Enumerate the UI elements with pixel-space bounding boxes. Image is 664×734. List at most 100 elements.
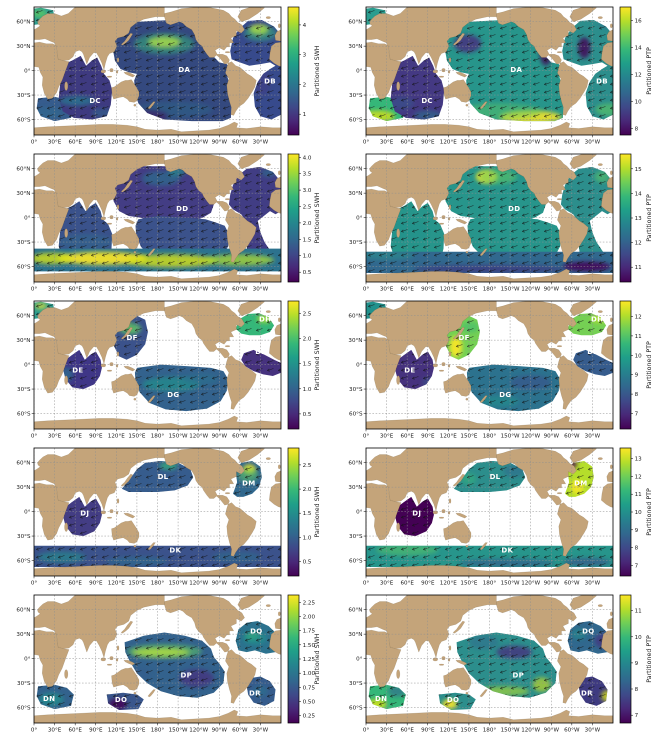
landmass: [606, 323, 613, 336]
landmass: [452, 326, 466, 340]
landmass: [452, 473, 466, 487]
colorbar-tick-label: 11: [635, 609, 643, 615]
colorbar-title: Partitioned PTP: [646, 341, 653, 389]
island: [441, 68, 446, 73]
colorbar: [287, 153, 300, 283]
x-tick-label: 120°W: [521, 287, 540, 293]
wave-system-label-DE: DE: [404, 367, 415, 375]
colorbar-tick-label: 13: [635, 216, 643, 222]
colorbar: [287, 447, 300, 577]
quiver-arrows-DN: [36, 684, 74, 710]
landmass: [443, 520, 472, 544]
wave-system-label-DF: DF: [126, 334, 137, 342]
quiver-arrows-DO: [438, 692, 476, 710]
island: [265, 163, 271, 166]
colorbar: [619, 153, 632, 283]
colorbar-tick-label: 1.00: [303, 671, 316, 677]
x-tick-label: 180°: [483, 287, 497, 293]
y-tick-label: 60°S: [17, 412, 31, 418]
colorbar-tick-label: 0.50: [303, 700, 316, 706]
x-tick-label: 180°: [151, 140, 165, 146]
landmass: [606, 470, 613, 483]
x-tick-label: 30°W: [585, 434, 601, 440]
x-tick-label: 150°W: [169, 581, 188, 587]
landmass: [606, 29, 613, 42]
landmass: [557, 355, 589, 410]
landmass: [496, 7, 577, 65]
landmass: [123, 219, 136, 225]
wave-system-label-DL: DL: [158, 473, 169, 481]
landmass: [269, 482, 281, 508]
island: [109, 656, 114, 661]
y-tick-label: 0°: [356, 657, 363, 663]
landmass: [120, 473, 134, 487]
landmass: [237, 595, 265, 610]
island: [441, 362, 446, 367]
x-tick-label: 120°E: [440, 140, 457, 146]
wave-system-label-DR: DR: [581, 689, 593, 697]
landmass: [366, 415, 613, 429]
x-tick-label: 90°W: [212, 581, 228, 587]
y-tick-label: 60°N: [348, 20, 362, 26]
x-tick-label: 30°W: [585, 728, 601, 734]
y-tick-label: 30°S: [349, 240, 363, 246]
x-tick-label: 30°W: [253, 140, 269, 146]
colorbar-tick-label: 0.75: [303, 685, 316, 691]
wave-system-label-DE: DE: [72, 367, 83, 375]
colorbar-tick-label: 9: [635, 661, 639, 667]
colorbar-tick-label: 9: [635, 528, 639, 534]
x-tick-label: 30°E: [48, 287, 62, 293]
landmass: [147, 101, 156, 110]
y-tick-label: 30°S: [17, 387, 31, 393]
colorbar-tick-label: 2.25: [303, 600, 316, 606]
x-tick-label: 120°W: [189, 434, 208, 440]
x-tick-label: 120°E: [108, 434, 125, 440]
colorbar-tick-label: 2.0: [303, 487, 312, 493]
x-tick-label: 30°W: [253, 287, 269, 293]
landmass: [120, 326, 134, 340]
colorbar-title: Partitioned PTP: [646, 488, 653, 536]
x-tick-label: 30°E: [48, 728, 62, 734]
x-tick-label: 90°E: [89, 434, 103, 440]
y-tick-label: 0°: [356, 216, 363, 222]
landmass: [111, 520, 140, 544]
island: [224, 51, 231, 54]
x-tick-label: 90°W: [212, 140, 228, 146]
landmass: [269, 629, 281, 655]
landmass: [366, 268, 613, 282]
wave-system-label-DN: DN: [43, 695, 55, 703]
landmass: [274, 29, 281, 42]
landmass: [164, 7, 245, 65]
quiver-arrows-DR: [578, 676, 608, 706]
landmass: [455, 513, 468, 519]
y-tick-label: 60°S: [17, 118, 31, 124]
landmass: [120, 179, 134, 193]
landmass: [274, 617, 281, 630]
wave-system-label-DP: DP: [513, 671, 525, 679]
landmass: [147, 542, 156, 551]
island: [278, 23, 281, 29]
landmass: [225, 355, 257, 410]
x-tick-label: 180°: [483, 434, 497, 440]
island: [465, 691, 469, 695]
y-tick-label: 30°S: [17, 534, 31, 540]
y-tick-label: 30°S: [349, 93, 363, 99]
colorbar-tick-label: 10: [635, 510, 643, 516]
island: [64, 228, 69, 238]
x-tick-label: 120°W: [189, 287, 208, 293]
x-tick-label: 30°E: [380, 140, 394, 146]
island: [556, 51, 563, 54]
island: [133, 250, 137, 254]
landmass: [147, 248, 156, 257]
y-tick-label: 30°S: [349, 387, 363, 393]
island: [278, 170, 281, 176]
x-tick-label: 90°W: [544, 140, 560, 146]
landmass: [111, 373, 140, 397]
island: [610, 464, 613, 470]
landmass: [366, 562, 613, 576]
x-tick-label: 120°E: [108, 728, 125, 734]
island: [396, 81, 401, 91]
y-tick-label: 0°: [356, 510, 363, 516]
x-tick-label: 60°W: [232, 140, 248, 146]
x-tick-label: 60°E: [68, 287, 82, 293]
